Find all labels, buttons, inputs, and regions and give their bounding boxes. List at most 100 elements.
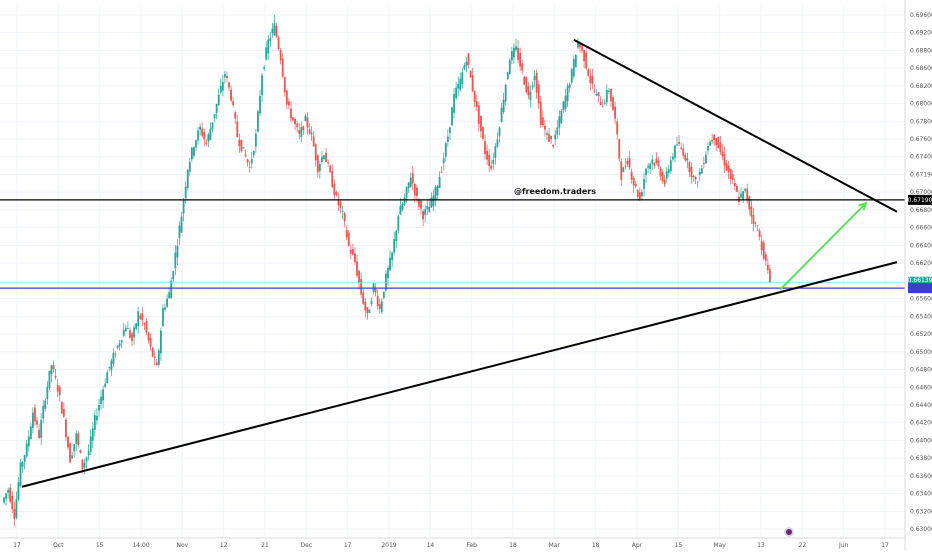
candle-body [498, 127, 501, 137]
candle-body [401, 203, 404, 211]
candle-body [451, 107, 453, 126]
candle-body [137, 311, 140, 327]
candle-body [416, 187, 418, 197]
candle-body [79, 450, 82, 453]
candle-body [554, 134, 557, 140]
candle-body [680, 147, 683, 149]
projection-arrow [779, 202, 867, 291]
candle-body [36, 420, 38, 425]
candle-body [71, 455, 74, 459]
candle-body [356, 261, 358, 276]
candle-body [19, 462, 22, 486]
candle-body [490, 165, 493, 169]
candle-body [488, 154, 491, 167]
candle-body [366, 307, 369, 314]
candle-body [145, 320, 148, 333]
candle-body [727, 165, 730, 173]
candle-body [321, 156, 323, 162]
candle-body [265, 47, 268, 60]
tradingview-logo-icon[interactable] [784, 527, 794, 537]
candle-body [492, 159, 495, 164]
candle-body [7, 489, 10, 493]
candle-body [731, 174, 734, 180]
candle-body [182, 200, 185, 214]
candle-body [285, 90, 288, 105]
candle-body [461, 72, 464, 85]
candle-body [566, 85, 569, 102]
candle-body [269, 38, 272, 41]
candle-body [339, 201, 342, 208]
candle-body [112, 352, 115, 364]
candle-body [413, 183, 416, 196]
candle-body [279, 50, 282, 61]
candle-body [678, 142, 680, 144]
candle-body [300, 127, 303, 138]
candle-body [562, 101, 565, 111]
candle-body [519, 52, 522, 67]
candle-body [523, 77, 526, 85]
candle-body [424, 209, 427, 216]
candle-body [87, 451, 90, 456]
candle-body [193, 147, 195, 156]
x-tick-label: 17 [881, 542, 889, 549]
candle-body [3, 497, 5, 503]
candle-body [358, 270, 360, 283]
candle-body [700, 168, 703, 174]
candle-body [595, 94, 598, 96]
candle-body [442, 158, 445, 164]
candle-body [184, 186, 187, 199]
candle-body [335, 191, 338, 196]
candle-body [577, 41, 579, 48]
candle-body [742, 191, 744, 200]
candle-body [209, 128, 212, 140]
candle-body [91, 428, 94, 441]
candle-body [234, 112, 237, 119]
candle-body [110, 360, 113, 371]
candle-body [723, 153, 726, 166]
candle-body [337, 199, 340, 206]
candle-body [626, 160, 629, 165]
candle-body [653, 163, 656, 166]
candle-body [271, 28, 274, 34]
candle-body [62, 408, 65, 417]
candle-body [393, 239, 396, 253]
candle-body [405, 187, 408, 198]
candle-body [705, 154, 707, 164]
candle-body [473, 90, 476, 103]
candle-body [533, 75, 536, 81]
candle-body [630, 171, 633, 180]
candle-body [73, 444, 76, 452]
candle-body [643, 179, 645, 190]
candle-body [228, 82, 230, 88]
resistance-price-tag-label: 0.67190 [908, 197, 932, 204]
candle-body [238, 139, 241, 146]
candle-body [174, 252, 177, 269]
candle-body [261, 75, 263, 96]
candle-body [23, 455, 26, 462]
candle-body [327, 162, 330, 164]
candle-body [638, 192, 641, 200]
candle-body [605, 89, 608, 103]
candle-body [67, 437, 69, 448]
candle-body [500, 107, 503, 123]
candle-body [329, 166, 332, 172]
candle-body [707, 146, 709, 151]
candle-body [444, 143, 447, 157]
candle-body [694, 177, 697, 180]
drawn-lines [0, 39, 905, 488]
candle-body [624, 165, 627, 167]
candle-body [387, 267, 389, 279]
candle-body [29, 426, 32, 439]
candle-body [766, 264, 769, 271]
candle-body [116, 345, 119, 348]
candle-body [672, 156, 674, 160]
candle-body [422, 211, 424, 220]
candle-body [721, 151, 724, 157]
